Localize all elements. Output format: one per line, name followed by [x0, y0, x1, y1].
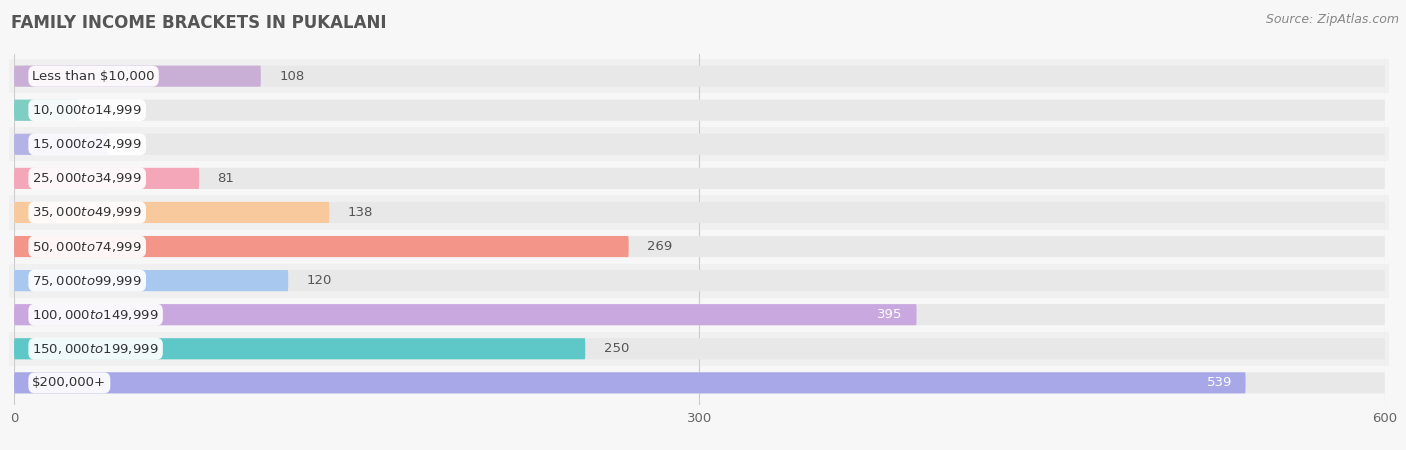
FancyBboxPatch shape — [14, 338, 585, 360]
Text: $100,000 to $149,999: $100,000 to $149,999 — [32, 308, 159, 322]
FancyBboxPatch shape — [14, 134, 108, 155]
FancyBboxPatch shape — [14, 202, 329, 223]
Text: $15,000 to $24,999: $15,000 to $24,999 — [32, 137, 142, 151]
Text: $35,000 to $49,999: $35,000 to $49,999 — [32, 206, 142, 220]
FancyBboxPatch shape — [14, 270, 288, 291]
FancyBboxPatch shape — [10, 230, 1389, 264]
Text: 28: 28 — [96, 104, 114, 117]
FancyBboxPatch shape — [10, 195, 1389, 230]
FancyBboxPatch shape — [10, 162, 1389, 195]
Text: $200,000+: $200,000+ — [32, 376, 107, 389]
Text: 108: 108 — [278, 70, 304, 83]
Text: $50,000 to $74,999: $50,000 to $74,999 — [32, 239, 142, 253]
FancyBboxPatch shape — [14, 99, 1385, 121]
Text: 120: 120 — [307, 274, 332, 287]
Text: $150,000 to $199,999: $150,000 to $199,999 — [32, 342, 159, 356]
FancyBboxPatch shape — [14, 372, 1385, 393]
Text: 250: 250 — [603, 342, 628, 355]
Text: 269: 269 — [647, 240, 672, 253]
FancyBboxPatch shape — [10, 366, 1389, 400]
FancyBboxPatch shape — [14, 99, 79, 121]
Text: $10,000 to $14,999: $10,000 to $14,999 — [32, 103, 142, 117]
FancyBboxPatch shape — [14, 202, 1385, 223]
Text: $25,000 to $34,999: $25,000 to $34,999 — [32, 171, 142, 185]
Text: Less than $10,000: Less than $10,000 — [32, 70, 155, 83]
FancyBboxPatch shape — [14, 304, 1385, 325]
Text: 81: 81 — [218, 172, 235, 185]
FancyBboxPatch shape — [14, 304, 917, 325]
Text: FAMILY INCOME BRACKETS IN PUKALANI: FAMILY INCOME BRACKETS IN PUKALANI — [11, 14, 387, 32]
FancyBboxPatch shape — [14, 66, 262, 87]
FancyBboxPatch shape — [14, 236, 628, 257]
FancyBboxPatch shape — [14, 168, 1385, 189]
Text: 395: 395 — [877, 308, 903, 321]
FancyBboxPatch shape — [10, 332, 1389, 366]
FancyBboxPatch shape — [10, 264, 1389, 297]
FancyBboxPatch shape — [10, 59, 1389, 93]
FancyBboxPatch shape — [14, 168, 200, 189]
Text: Source: ZipAtlas.com: Source: ZipAtlas.com — [1265, 14, 1399, 27]
Text: 138: 138 — [347, 206, 373, 219]
FancyBboxPatch shape — [14, 270, 1385, 291]
FancyBboxPatch shape — [10, 127, 1389, 162]
Text: $75,000 to $99,999: $75,000 to $99,999 — [32, 274, 142, 288]
FancyBboxPatch shape — [14, 134, 1385, 155]
FancyBboxPatch shape — [14, 66, 1385, 87]
FancyBboxPatch shape — [10, 297, 1389, 332]
Text: 539: 539 — [1206, 376, 1232, 389]
FancyBboxPatch shape — [14, 236, 1385, 257]
FancyBboxPatch shape — [14, 338, 1385, 360]
Text: 41: 41 — [127, 138, 143, 151]
FancyBboxPatch shape — [14, 372, 1246, 393]
FancyBboxPatch shape — [10, 93, 1389, 127]
